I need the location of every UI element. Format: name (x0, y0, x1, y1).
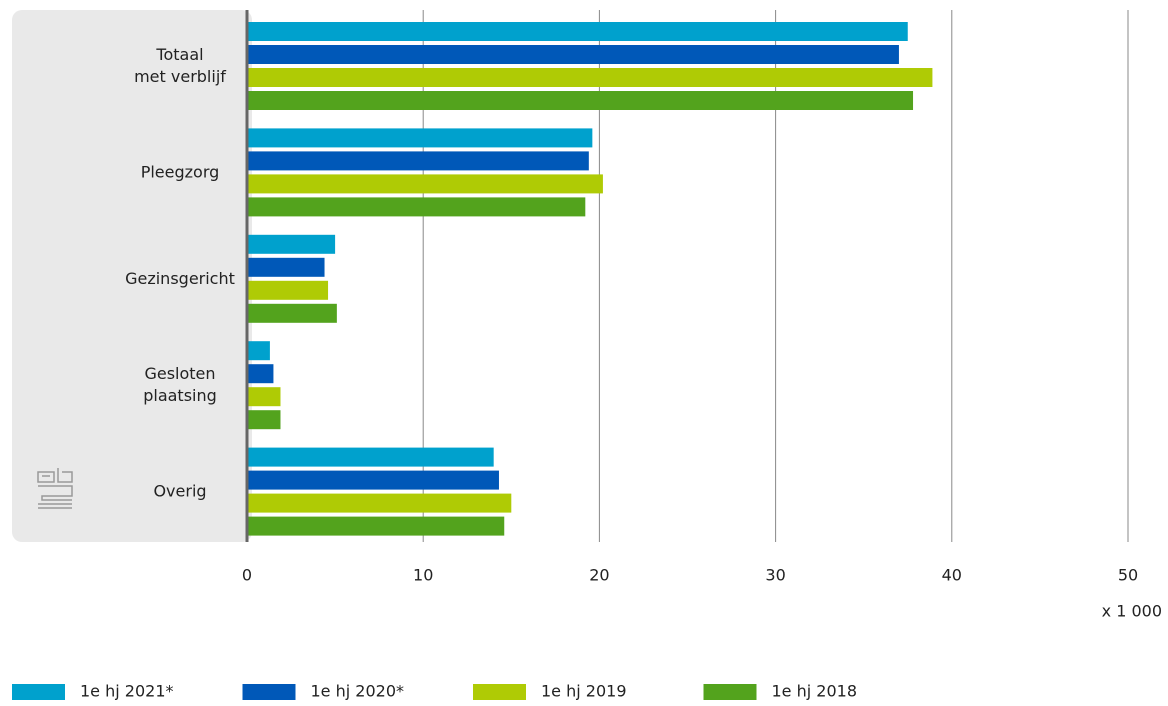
legend-swatch (703, 684, 757, 700)
bar (247, 280, 329, 300)
bar (247, 91, 914, 110)
legend-swatch (12, 684, 65, 700)
bar (247, 516, 505, 536)
bar (247, 493, 512, 513)
legend-label: 1e hj 2019 (541, 682, 627, 701)
category-label: Overig (153, 481, 206, 500)
bar (247, 234, 336, 254)
category-label: Gesloten plaatsing (143, 364, 217, 405)
bar (247, 174, 603, 194)
bar (247, 22, 908, 41)
legend-swatch (242, 684, 296, 700)
bar (247, 257, 325, 277)
legend-label: 1e hj 2020* (311, 682, 405, 701)
x-tick-label: 50 (1118, 566, 1138, 585)
legend-label: 1e hj 2018 (772, 682, 858, 701)
legend-swatch (473, 684, 526, 700)
bar (247, 470, 499, 490)
bar (247, 128, 593, 148)
bar (247, 151, 589, 171)
category-label: Gezinsgericht (125, 268, 235, 287)
x-tick-label: 20 (589, 566, 609, 585)
x-axis-unit: x 1 000 (1102, 602, 1162, 621)
logo (37, 468, 73, 509)
bar (247, 45, 899, 64)
bar (247, 341, 270, 361)
category-label: Pleegzorg (141, 162, 220, 181)
label-panel (12, 10, 252, 542)
legend-label: 1e hj 2021* (80, 682, 174, 701)
x-tick-label: 30 (765, 566, 785, 585)
category-label: Totaal met verblijf (134, 45, 226, 86)
bar (247, 410, 281, 430)
bar (247, 197, 586, 217)
bar (247, 447, 494, 467)
x-tick-label: 0 (242, 566, 252, 585)
bar (247, 364, 274, 384)
x-tick-label: 10 (413, 566, 433, 585)
bar (247, 387, 281, 407)
bar (247, 303, 337, 323)
x-tick-label: 40 (942, 566, 962, 585)
bar (247, 68, 933, 87)
